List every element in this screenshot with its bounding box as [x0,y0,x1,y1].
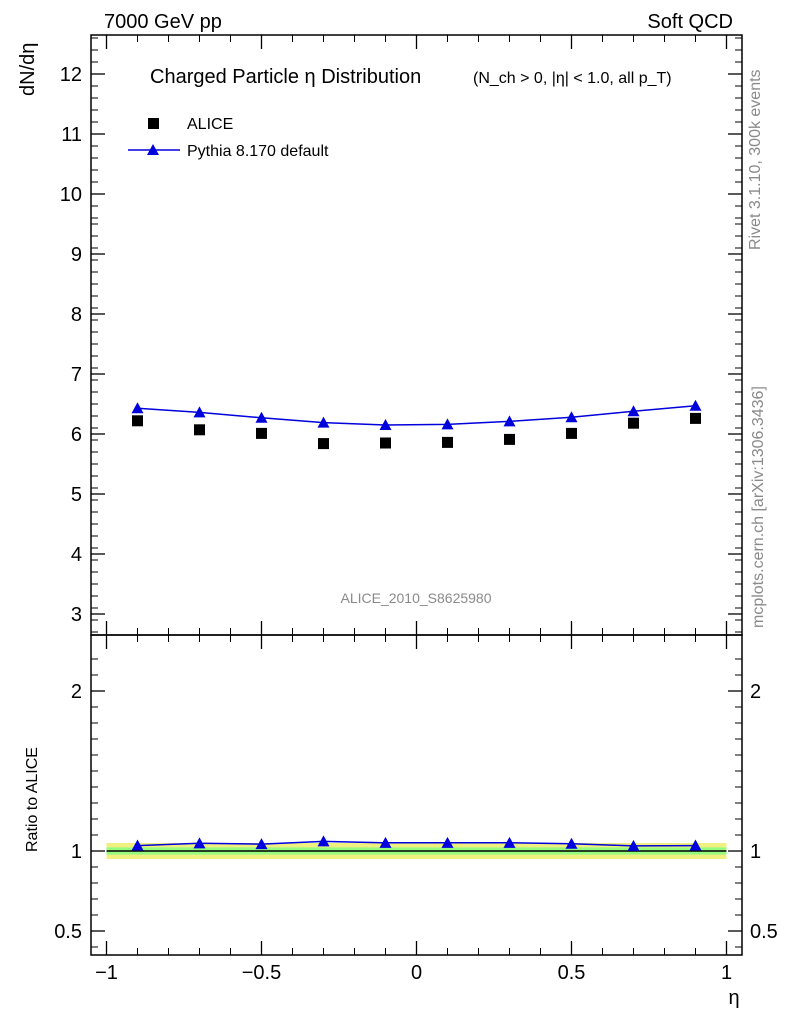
pythia-point [627,405,640,417]
main-title: Charged Particle η Distribution [150,66,421,88]
y-tick-label: 4 [71,544,82,566]
legend-label-alice: ALICE [187,116,233,133]
header-left: 7000 GeV pp [104,11,222,33]
ratio-y-tick-label-right: 2 [750,681,761,703]
ratio-pythia-point [131,839,144,851]
ratio-y-tick-label: 0.5 [54,921,82,943]
y-tick-label: 6 [71,424,82,446]
y-tick-label: 7 [71,364,82,386]
mcplots-label: mcplots.cern.ch [arXiv:1306.3436] [750,386,767,628]
ratio-y-tick-label: 2 [71,681,82,703]
alice-point [194,424,205,436]
ratio-pythia-point [317,835,330,847]
alice-point [628,417,639,429]
main-title-sub: (N_ch > 0, |η| < 1.0, all p_T) [473,70,672,87]
y-tick-label: 5 [71,484,82,506]
x-tick-label: 1 [721,962,732,984]
ratio-y-axis-label: Ratio to ALICE [24,747,41,852]
ratio-pythia-point [255,838,268,850]
pythia-point [255,411,268,423]
y-tick-label: 12 [60,64,82,86]
pythia-point [689,399,702,411]
analysis-label: ALICE_2010_S8625980 [340,590,491,606]
header-right: Soft QCD [647,11,733,33]
legend-marker-alice [148,118,159,129]
ratio-pythia-point [379,836,392,848]
ratio-frame [90,634,743,956]
alice-point [132,415,143,427]
pythia-point [193,406,206,418]
pythia-point [565,411,578,423]
legend-label-pythia: Pythia 8.170 default [187,143,329,160]
ratio-pythia-point [441,836,454,848]
alice-point [442,436,453,448]
y-tick-label: 11 [61,124,82,146]
x-tick-label: 0.5 [558,962,586,984]
alice-point [504,433,515,445]
alice-point [256,427,267,439]
alice-point [566,427,577,439]
pythia-point [379,419,392,430]
alice-point [318,438,329,450]
pythia-line [137,405,696,426]
x-axis-label: η [728,987,739,1009]
ratio-pythia-point [503,836,516,848]
ratio-y-tick-label-right: 1 [750,841,761,863]
legend-marker-pythia [147,144,159,155]
pythia-point [441,418,454,430]
x-tick-label: −1 [95,962,118,984]
pythia-point [317,416,330,428]
y-axis-label: dN/dη [17,43,39,96]
y-tick-label: 8 [71,304,82,326]
alice-point [380,437,391,449]
pythia-point [503,415,516,427]
ratio-pythia-point [627,839,640,851]
y-tick-label: 9 [71,244,82,266]
y-tick-label: 10 [60,184,82,206]
series-layer [131,399,702,851]
ratio-y-tick-label: 1 [71,841,82,863]
ratio-pythia-point [193,837,206,849]
ratio-pythia-point [689,839,702,851]
y-tick-label: 3 [71,604,82,626]
pythia-point [131,402,144,414]
rivet-label: Rivet 3.1.10, 300k events [747,69,764,250]
ratio-pythia-line [137,840,696,847]
ratio-y-tick-label-right: 0.5 [750,921,778,943]
alice-point [690,412,701,424]
x-tick-label: −0.5 [242,962,281,984]
ratio-pythia-point [565,837,578,849]
x-tick-label: 0 [411,962,422,984]
